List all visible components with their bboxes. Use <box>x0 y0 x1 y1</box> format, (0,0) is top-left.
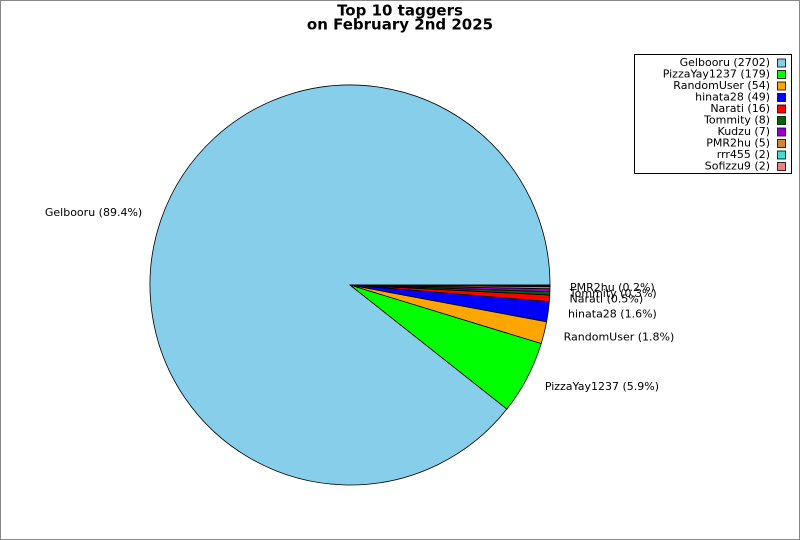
legend-label: hinata28 (49) <box>695 91 770 104</box>
legend-label: Kudzu (7) <box>718 125 770 138</box>
legend-swatch <box>777 58 786 68</box>
legend-label: PMR2hu (5) <box>706 137 770 150</box>
slice-label: hinata28 (1.6%) <box>568 307 657 320</box>
legend-swatch <box>777 70 786 79</box>
pie-slice <box>349 284 551 287</box>
legend-swatch <box>777 162 786 171</box>
slice-label: RandomUser (1.8%) <box>564 331 675 344</box>
legend-label: Gelbooru (2702) <box>680 56 770 69</box>
slice-label: Narati (0.5%) <box>570 293 644 306</box>
chart-title: on February 2nd 2025 <box>307 16 493 34</box>
legend-swatch <box>777 139 786 148</box>
pie: Gelbooru (89.4%) PizzaYay1237 (5.9%) Rando… <box>45 84 675 486</box>
legend-label: Narati (16) <box>710 102 770 115</box>
chart-title: Top 10 taggers <box>337 2 463 20</box>
legend-swatch <box>777 93 786 102</box>
legend-label: Tommity (8) <box>703 114 770 127</box>
legend-label: PizzaYay1237 (179) <box>663 68 770 81</box>
slice-label: PizzaYay1237 (5.9%) <box>545 380 659 393</box>
legend: Gelbooru (2702)PizzaYay1237 (179)RandomU… <box>634 54 792 174</box>
slice-label: PMR2hu (0.2%) <box>570 281 655 294</box>
legend-label: Sofizzu9 (2) <box>705 160 770 173</box>
legend-label: rrr455 (2) <box>717 148 770 161</box>
slice-label: Gelbooru (89.4%) <box>45 206 142 219</box>
slice-label: Tommity (0.3%) <box>569 287 657 300</box>
legend-box <box>634 54 792 174</box>
legend-swatch <box>777 81 786 91</box>
legend-label: RandomUser (54) <box>673 79 770 92</box>
legend-swatch <box>777 127 786 137</box>
legend-swatch <box>777 104 786 114</box>
legend-swatch <box>777 150 786 160</box>
legend-swatch <box>777 116 786 125</box>
